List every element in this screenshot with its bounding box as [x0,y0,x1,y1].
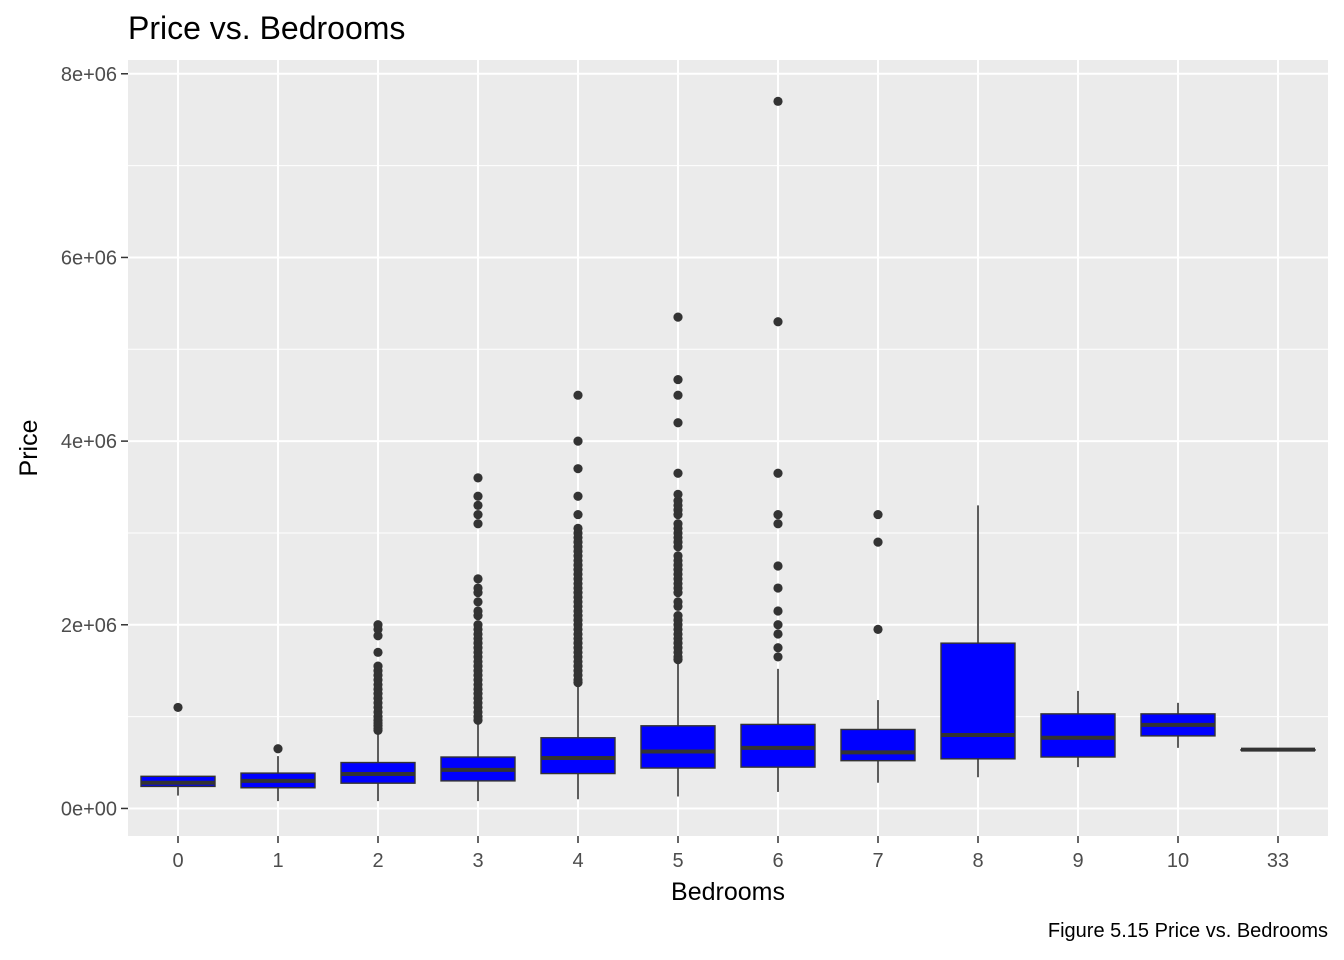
box-iqr [1040,713,1116,758]
x-tick-label: 1 [272,850,283,872]
outlier-point [673,468,683,478]
outlier-point [573,436,583,446]
outlier-point [873,624,883,634]
outlier-point [673,551,683,561]
outlier-point [373,661,383,671]
outlier-point [773,652,783,662]
outlier-point [473,620,483,630]
x-tick-label: 8 [972,850,983,872]
outlier-point [573,523,583,533]
y-tick-label: 2e+06 [61,615,117,637]
outlier-point [473,500,483,510]
box-4 [540,390,616,800]
outlier-point [673,312,683,322]
box-iqr [640,725,716,769]
outlier-point [473,491,483,501]
plot-panel [128,60,1328,836]
outlier-point [673,418,683,428]
x-tick-label: 33 [1267,850,1289,872]
outlier-point [573,509,583,520]
chart-title: Price vs. Bedrooms [128,10,406,46]
outlier-point [473,597,483,607]
outlier-point [673,496,683,506]
outlier-point [773,643,783,653]
x-tick-label: 4 [572,850,583,872]
figure-caption: Figure 5.15 Price vs. Bedrooms [1047,920,1328,942]
box-9 [1040,690,1116,768]
x-tick-label: 7 [872,850,883,872]
x-axis-title: Bedrooms [671,878,785,906]
outlier-point [773,620,783,630]
outlier-point [673,390,683,400]
outlier-point [473,574,483,584]
outlier-point [373,647,383,657]
box-iqr [540,737,616,775]
outlier-point [473,509,483,520]
outlier-point [773,519,783,529]
outlier-point [573,390,583,400]
outlier-point [873,537,883,547]
box-layer [140,96,1316,802]
box-5 [640,312,716,797]
y-tick-label: 8e+06 [61,64,117,86]
x-tick-label: 0 [172,850,183,872]
outlier-point [773,629,783,639]
box-iqr [840,728,916,762]
outlier-point [473,583,483,593]
outlier-point [673,489,683,499]
y-tick-label: 6e+06 [61,247,117,269]
outlier-point [773,606,783,616]
box-10 [1140,702,1216,748]
outlier-point [673,597,683,607]
outlier-point [773,468,783,478]
outlier-point [773,317,783,327]
outlier-point [573,464,583,474]
box-iqr [940,642,1016,760]
x-tick-label: 10 [1167,850,1189,872]
box-1 [240,744,316,802]
outlier-point [373,631,383,641]
box-8 [940,505,1016,778]
outlier-point [873,509,883,520]
outlier-point [773,509,783,520]
outlier-point [773,583,783,593]
outlier-point [773,561,783,571]
outlier-point [273,744,283,754]
outlier-point [673,374,683,385]
x-tick-label: 5 [672,850,683,872]
y-axis-title: Price [15,420,43,477]
box-6 [740,96,816,792]
outlier-point [473,606,483,616]
x-tick-label: 6 [772,850,783,872]
box-3 [440,473,516,802]
outlier-point [773,96,783,106]
x-tick-label: 2 [372,850,383,872]
box-iqr [740,723,816,768]
outlier-point [573,491,583,501]
y-tick-label: 4e+06 [61,431,117,453]
box-33 [1240,747,1316,752]
box-7 [840,509,916,783]
x-tick-label: 9 [1072,850,1083,872]
box-0 [140,702,216,796]
outlier-point [373,620,383,630]
box-2 [340,620,416,802]
outlier-point [173,702,183,713]
outlier-point [473,519,483,529]
x-tick-label: 3 [472,850,483,872]
axes: 0e+00 2e+06 4e+06 6e+06 8e+06 0 1 2 3 4 5 6 7 8 9 10 33 [61,64,1289,872]
outlier-point [673,610,683,621]
outlier-point [673,519,683,529]
y-tick-label: 0e+00 [61,798,117,820]
outlier-point [473,473,483,483]
